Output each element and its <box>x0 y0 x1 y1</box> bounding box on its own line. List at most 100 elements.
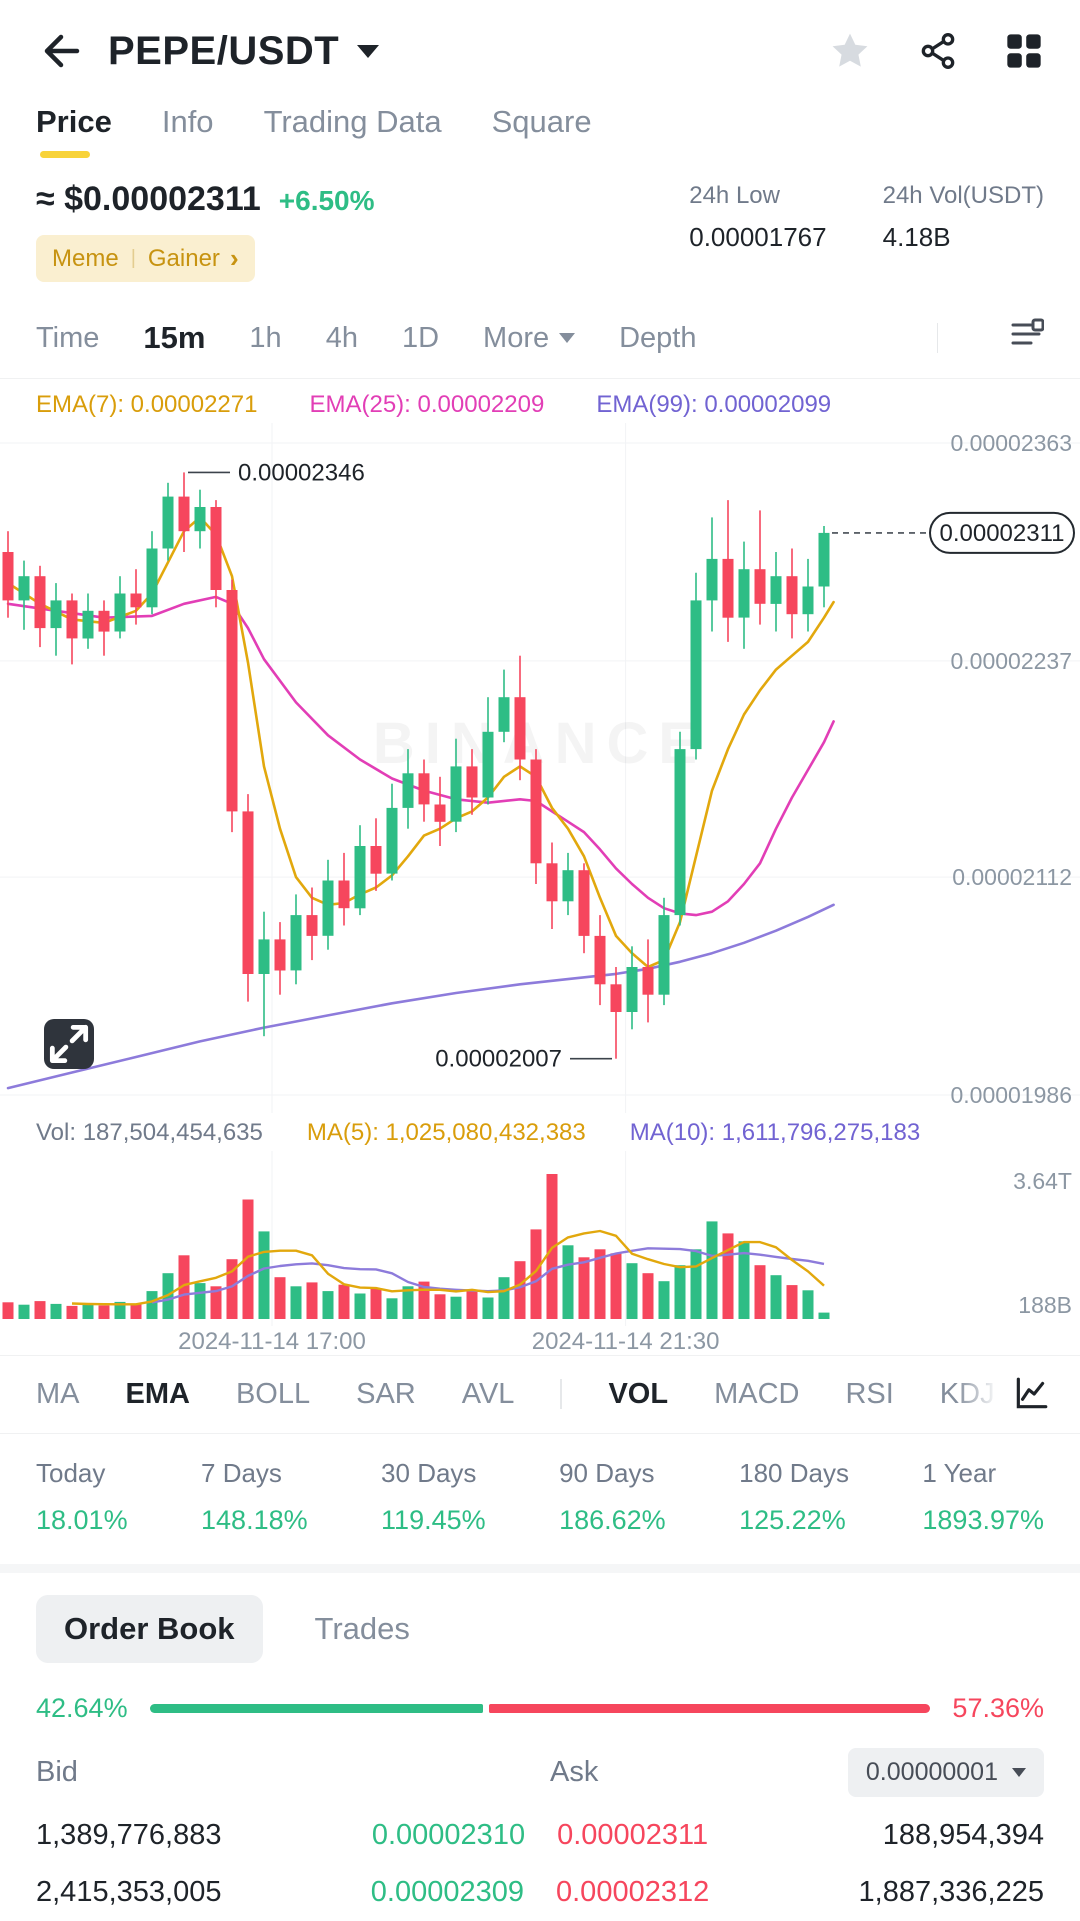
fullscreen-icon[interactable] <box>44 1019 94 1069</box>
favorite-star-icon[interactable] <box>828 29 872 73</box>
perf-value: 18.01% <box>36 1504 128 1535</box>
stat-24h-volume: 24h Vol(USDT) 4.18B <box>883 182 1044 282</box>
tab-info[interactable]: Info <box>161 104 214 139</box>
perf-1y: 1 Year 1893.97% <box>922 1458 1044 1536</box>
perf-label: 180 Days <box>739 1457 849 1488</box>
tab-trading-data[interactable]: Trading Data <box>263 104 442 139</box>
bid-price[interactable]: 0.00002309 <box>370 1876 524 1908</box>
tf-1h[interactable]: 1h <box>249 321 282 354</box>
tf-15m[interactable]: 15m <box>143 320 206 355</box>
tab-square[interactable]: Square <box>491 104 592 139</box>
perf-label: 90 Days <box>559 1457 655 1488</box>
indicator-ma[interactable]: MA <box>36 1377 80 1410</box>
vol-ma5-label: MA(5): 1,025,080,432,383 <box>306 1119 586 1146</box>
top-bar: PEPE/USDT <box>0 0 1080 88</box>
bid-column-header: Bid <box>36 1756 78 1788</box>
svg-text:0.00002237: 0.00002237 <box>950 648 1072 674</box>
chevron-down-icon <box>559 333 576 343</box>
chart-settings-icon[interactable] <box>1008 316 1045 360</box>
ask-ratio-pct: 57.36% <box>952 1693 1044 1723</box>
price-block: ≈ $0.00002311 +6.50% Meme | Gainer › <box>36 180 375 282</box>
date-label: 2024-11-14 21:30 <box>531 1328 720 1355</box>
orderbook-header: Bid Ask 0.00000001 <box>0 1734 1080 1807</box>
tab-order-book[interactable]: Order Book <box>36 1595 263 1663</box>
tf-1d[interactable]: 1D <box>401 321 440 354</box>
indicator-sar[interactable]: SAR <box>356 1377 416 1410</box>
indicator-boll[interactable]: BOLL <box>235 1377 311 1410</box>
nav-tabs: Price Info Trading Data Square <box>0 88 1080 172</box>
ratio-bar <box>149 1704 931 1713</box>
tf-4h[interactable]: 4h <box>325 321 358 354</box>
tf-more[interactable]: More <box>483 322 576 355</box>
pair-dropdown-caret-icon[interactable] <box>357 44 380 58</box>
share-icon[interactable] <box>918 31 958 71</box>
precision-value: 0.00000001 <box>865 1758 998 1786</box>
indicator-macd[interactable]: MACD <box>714 1377 800 1410</box>
perf-value: 125.22% <box>739 1504 846 1535</box>
tf-depth[interactable]: Depth <box>619 321 697 354</box>
stat-label: 24h Low <box>689 182 780 209</box>
category-tags[interactable]: Meme | Gainer › <box>36 235 255 282</box>
svg-text:0.00002346: 0.00002346 <box>238 459 365 486</box>
ratio-bar-bid <box>149 1704 483 1713</box>
section-divider <box>0 1563 1080 1573</box>
svg-text:0.00001986: 0.00001986 <box>950 1082 1072 1108</box>
tab-price[interactable]: Price <box>36 104 112 158</box>
ask-price[interactable]: 0.00002311 <box>557 1819 709 1851</box>
bid-price[interactable]: 0.00002310 <box>371 1819 526 1851</box>
bid-ask-ratio: 42.64% 57.36% <box>0 1669 1080 1734</box>
tf-time[interactable]: Time <box>36 321 100 354</box>
stat-label: 24h Vol(USDT) <box>882 182 1044 209</box>
tag-gainer[interactable]: Gainer <box>147 244 220 272</box>
grid-menu-icon[interactable] <box>1004 31 1044 71</box>
ask-price[interactable]: 0.00002312 <box>556 1876 710 1908</box>
volume-chart-svg[interactable]: 3.64T 188B <box>0 1151 1080 1326</box>
indicator-tabs: MA EMA BOLL SAR AVL VOL MACD RSI KDJ <box>0 1354 1080 1434</box>
back-button[interactable] <box>36 26 86 76</box>
price-chart-svg[interactable]: BINANCE0.000023630.000022370.000021120.0… <box>0 423 1080 1113</box>
indicator-avl[interactable]: AVL <box>461 1377 515 1410</box>
perf-today: Today 18.01% <box>36 1458 128 1536</box>
tf-divider <box>937 323 938 353</box>
perf-180d: 180 Days 125.22% <box>739 1458 849 1536</box>
ema99-label: EMA(99): 0.00002099 <box>596 391 832 418</box>
indicator-rsi[interactable]: RSI <box>845 1377 894 1410</box>
pair-title[interactable]: PEPE/USDT <box>108 28 340 73</box>
chevron-right-icon: › <box>229 243 239 273</box>
stat-24h-low: 24h Low 0.00001767 <box>689 182 826 282</box>
indicator-vol[interactable]: VOL <box>608 1377 669 1410</box>
bid-amount: 2,415,353,005 <box>36 1876 222 1908</box>
svg-text:188B: 188B <box>1018 1292 1072 1318</box>
indicator-chart-icon[interactable] <box>956 1375 1050 1414</box>
ema25-label: EMA(25): 0.00002209 <box>309 391 545 418</box>
volume-chart[interactable]: 3.64T 188B <box>0 1151 1080 1326</box>
perf-value: 119.45% <box>381 1504 486 1535</box>
price-info-section: ≈ $0.00002311 +6.50% Meme | Gainer › 24h… <box>0 172 1080 302</box>
performance-row: Today 18.01% 7 Days 148.18% 30 Days 119.… <box>0 1434 1080 1564</box>
date-label: 2024-11-14 17:00 <box>178 1328 366 1355</box>
perf-value: 186.62% <box>559 1504 666 1535</box>
x-axis-dates: 2024-11-14 17:00 2024-11-14 21:30 <box>0 1326 1080 1355</box>
ratio-bar-ask <box>488 1704 931 1713</box>
svg-text:0.00002311: 0.00002311 <box>939 520 1064 547</box>
indicator-divider <box>560 1379 563 1410</box>
orderbook-row: 1,389,776,883 0.00002310 0.00002311 188,… <box>0 1807 1080 1864</box>
bid-ratio-pct: 42.64% <box>36 1693 128 1723</box>
bid-amount: 1,389,776,883 <box>36 1819 222 1851</box>
precision-dropdown[interactable]: 0.00000001 <box>847 1748 1044 1797</box>
perf-label: 1 Year <box>922 1457 997 1488</box>
tab-trades[interactable]: Trades <box>314 1611 410 1646</box>
stat-value: 0.00001767 <box>689 222 827 252</box>
tag-meme[interactable]: Meme <box>52 244 119 272</box>
vol-ma10-label: MA(10): 1,611,796,275,183 <box>629 1119 921 1146</box>
timeframe-bar: Time 15m 1h 4h 1D More Depth <box>0 302 1080 379</box>
volume-label: Vol: 187,504,454,635 <box>36 1119 263 1146</box>
price-chart[interactable]: BINANCE 0.00002363 0.00002237 0.00002112 0.0… <box>0 423 1080 1113</box>
svg-text:0.00002007: 0.00002007 <box>435 1046 562 1073</box>
perf-value: 1893.97% <box>922 1504 1044 1535</box>
stats-block: 24h Low 0.00001767 24h Vol(USDT) 4.18B <box>689 180 1044 282</box>
indicator-ema[interactable]: EMA <box>125 1377 190 1410</box>
perf-7d: 7 Days 148.18% <box>201 1458 308 1536</box>
perf-label: 30 Days <box>381 1457 477 1488</box>
